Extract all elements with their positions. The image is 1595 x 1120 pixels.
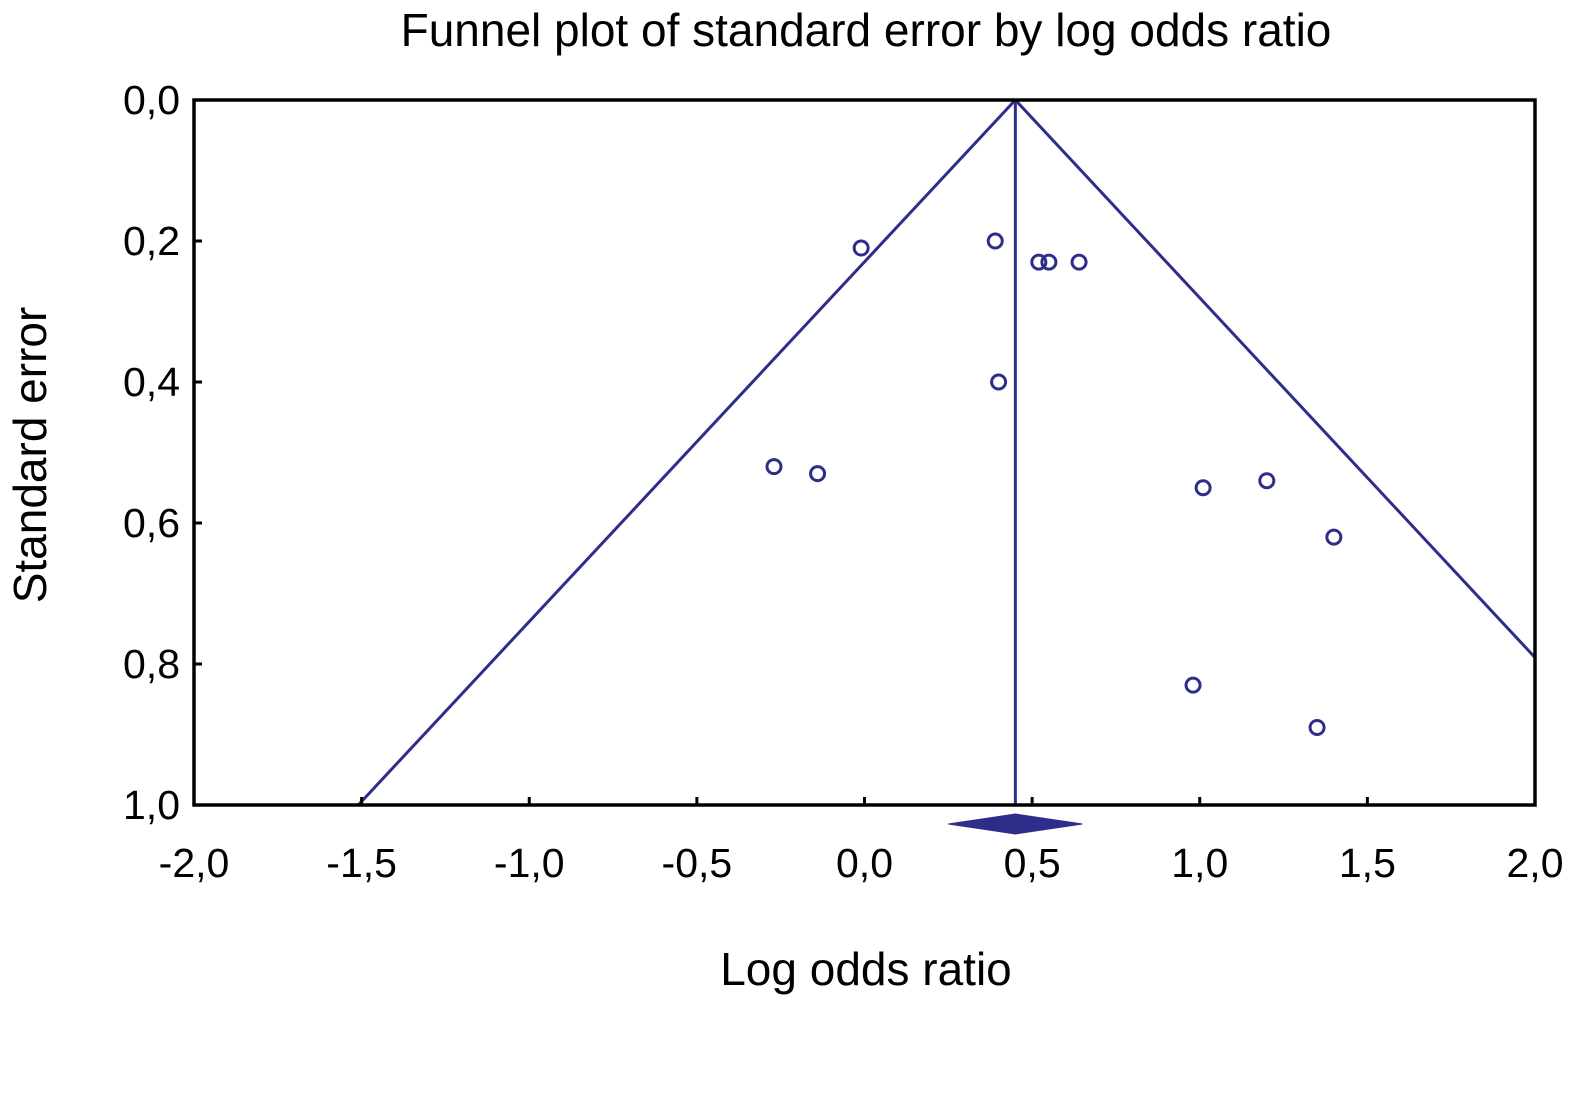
x-tick-label: -1,5 [326,840,397,886]
funnel-right-limit [1014,100,1535,660]
y-tick-label: 0,8 [123,641,180,687]
x-tick-label: 2,0 [1507,840,1564,886]
x-tick-label: -2,0 [159,840,230,886]
y-axis-label: Standard error [4,307,56,604]
study-point [765,458,783,476]
study-point [1194,479,1212,497]
funnel-left-limit [357,100,1017,805]
plot-area: -2,0 -1,5 -1,0 -0,5 0,0 0,5 1,0 1,5 2,0 0,0 0,2 0,4… [123,77,1564,886]
x-tick-label: 1,0 [1171,840,1228,886]
study-point [809,465,827,483]
study-point [986,232,1004,250]
x-tick-label: 0,0 [836,840,893,886]
chart-title: Funnel plot of standard error by log odd… [401,4,1332,56]
study-point [852,239,870,257]
study-point [1308,718,1326,736]
study-point [1325,528,1343,546]
x-tick-label: -0,5 [662,840,733,886]
x-axis-label: Log odds ratio [720,943,1012,995]
y-tick-label: 1,0 [123,782,180,828]
x-tick-label: 1,5 [1339,840,1396,886]
y-tick-label: 0,6 [123,500,180,546]
study-point [1030,253,1048,271]
funnel-lines [357,100,1535,805]
y-tick-label: 0,0 [123,77,180,123]
x-tick-label: -1,0 [494,840,565,886]
study-point [990,373,1008,391]
x-tick-label: 0,5 [1004,840,1061,886]
study-point [1040,253,1058,271]
study-point [1184,676,1202,694]
pooled-estimate-diamond [948,813,1083,835]
y-tick-label: 0,2 [123,218,180,264]
y-tick-label: 0,4 [123,359,180,405]
plot-frame [192,98,1537,807]
study-point [1258,472,1276,490]
study-point [1070,253,1088,271]
